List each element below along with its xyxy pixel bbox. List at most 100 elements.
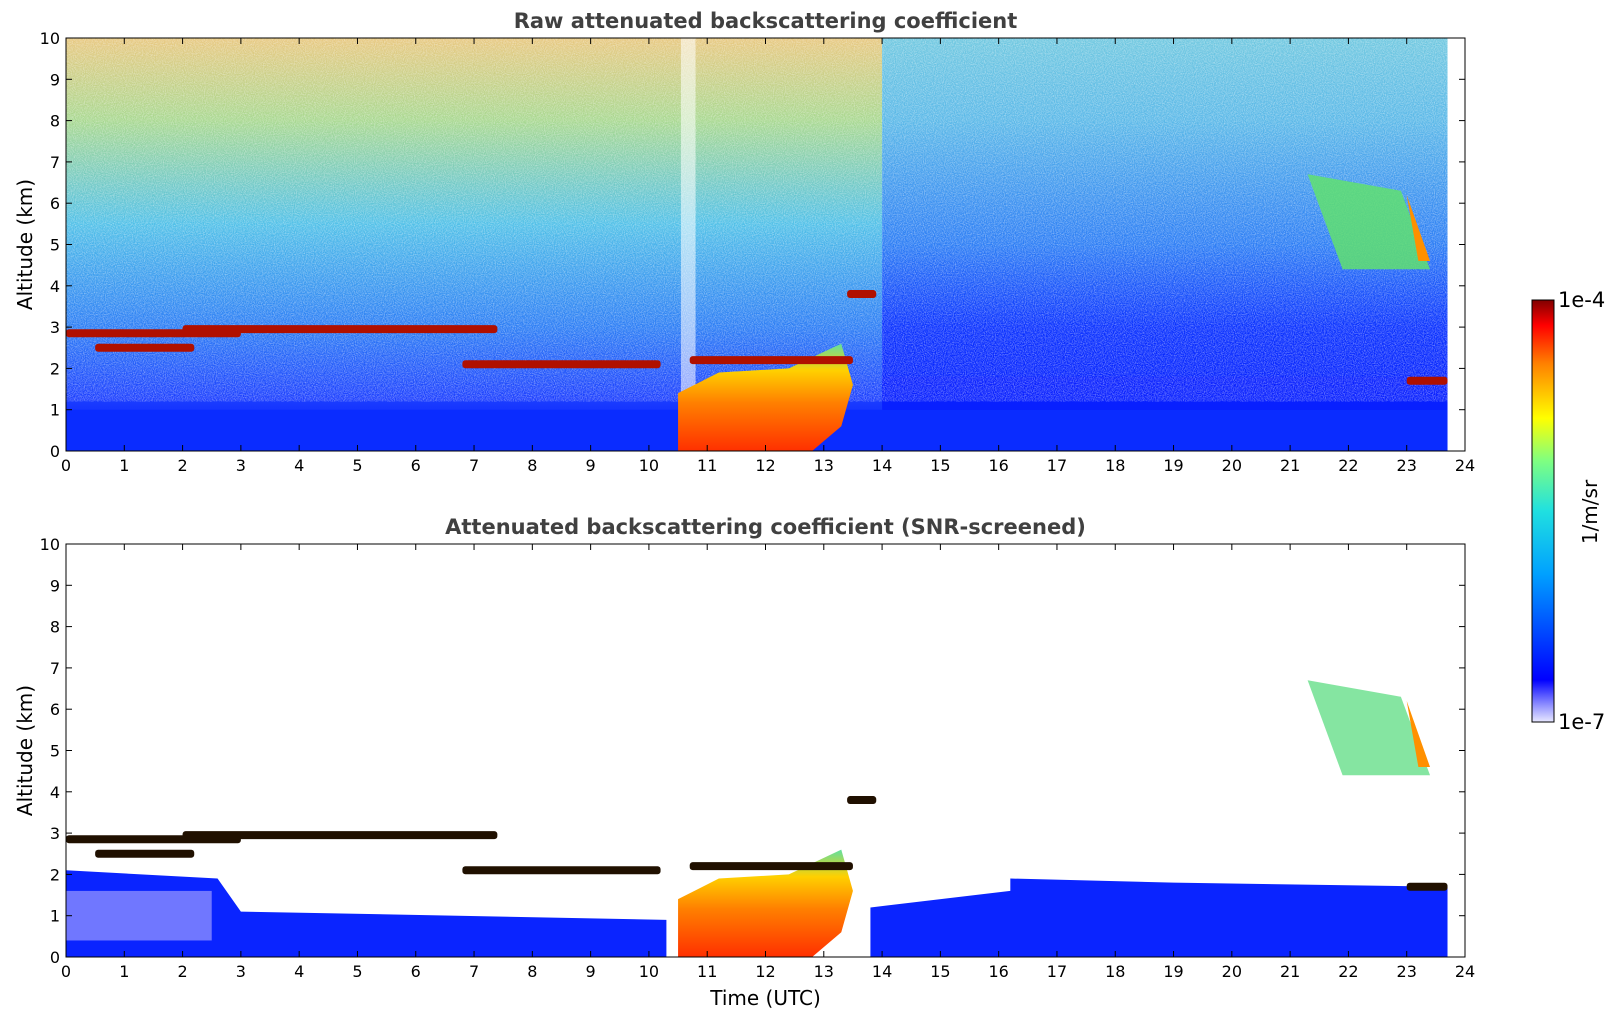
bottom-x-tick-label: 4 xyxy=(294,962,304,981)
bottom-x-tick-label: 14 xyxy=(872,962,892,981)
bottom-x-tick-label: 16 xyxy=(988,962,1008,981)
bottom-x-tick-label: 24 xyxy=(1455,962,1475,981)
colorbar-max-label: 1e-4 xyxy=(1558,288,1605,312)
bottom-x-tick-label: 22 xyxy=(1338,962,1358,981)
bottom-x-tick-label: 8 xyxy=(527,962,537,981)
bottom-cloud-layer-2 xyxy=(95,849,195,858)
bottom-y-tick-label: 6 xyxy=(50,700,60,719)
bottom-y-tick-label: 7 xyxy=(50,659,60,678)
bottom-y-tick-label: 9 xyxy=(50,576,60,595)
top-y-tick-label: 6 xyxy=(50,194,60,213)
bottom-morning-boundary-layer xyxy=(66,870,667,957)
top-y-axis-label: Altitude (km) xyxy=(13,179,37,310)
top-x-tick-label: 23 xyxy=(1397,456,1417,475)
bottom-y-tick-label: 3 xyxy=(50,824,60,843)
top-x-tick-label: 5 xyxy=(352,456,362,475)
top-y-tick-label: 7 xyxy=(50,153,60,172)
bottom-y-tick-label: 5 xyxy=(50,742,60,761)
bottom-x-tick-label: 0 xyxy=(61,962,71,981)
bottom-x-tick-label: 23 xyxy=(1397,962,1417,981)
bottom-x-tick-label: 10 xyxy=(639,962,659,981)
top-y-tick-label: 9 xyxy=(50,70,60,89)
bottom-y-tick-label: 8 xyxy=(50,618,60,637)
top-y-tick-label: 3 xyxy=(50,318,60,337)
top-y-tick-label: 0 xyxy=(50,442,60,461)
top-x-tick-label: 6 xyxy=(411,456,421,475)
bottom-cloud-layer-3 xyxy=(462,866,661,875)
top-x-tick-label: 17 xyxy=(1047,456,1067,475)
top-cloud-layer-4 xyxy=(689,356,853,365)
bottom-x-tick-label: 11 xyxy=(697,962,717,981)
top-y-tick-label: 5 xyxy=(50,236,60,255)
bottom-x-tick-label: 2 xyxy=(177,962,187,981)
top-x-tick-label: 21 xyxy=(1280,456,1300,475)
bottom-x-tick-label: 1 xyxy=(119,962,129,981)
top-cloud-layer-2 xyxy=(95,343,195,352)
bottom-cirrus-streak xyxy=(1406,700,1431,768)
top-x-tick-label: 20 xyxy=(1222,456,1242,475)
top-cirrus-streak xyxy=(1406,194,1431,262)
top-x-tick-label: 24 xyxy=(1455,456,1475,475)
top-convective-plume xyxy=(678,343,853,451)
top-x-tick-label: 4 xyxy=(294,456,304,475)
bottom-x-tick-label: 21 xyxy=(1280,962,1300,981)
top-x-tick-label: 11 xyxy=(697,456,717,475)
bottom-y-tick-label: 10 xyxy=(40,535,60,554)
bottom-cloud-layer-5 xyxy=(847,796,877,805)
top-x-tick-label: 10 xyxy=(639,456,659,475)
top-cloud-layer-5 xyxy=(847,290,877,299)
top-heatmap-field xyxy=(66,38,1448,451)
bottom-y-axis-label: Altitude (km) xyxy=(13,685,37,816)
colorbar-unit-label: 1/m/sr xyxy=(1578,479,1602,544)
bottom-cloud-layer-7 xyxy=(1406,882,1448,891)
bottom-x-axis-label: Time (UTC) xyxy=(709,986,821,1010)
top-x-tick-label: 13 xyxy=(814,456,834,475)
top-y-tick-label: 10 xyxy=(40,29,60,48)
bottom-low-signal-region xyxy=(66,890,212,941)
top-x-tick-label: 15 xyxy=(930,456,950,475)
bottom-evening-boundary-layer xyxy=(870,878,1448,957)
bottom-heatmap-field xyxy=(66,680,1448,957)
top-cloud-layer-1 xyxy=(182,325,498,334)
top-chart-title: Raw attenuated backscattering coefficien… xyxy=(514,9,1018,33)
bottom-y-tick-label: 2 xyxy=(50,865,60,884)
top-y-tick-label: 8 xyxy=(50,112,60,131)
top-x-tick-label: 1 xyxy=(119,456,129,475)
bottom-y-tick-label: 1 xyxy=(50,907,60,926)
top-cloud-layer-3 xyxy=(462,360,661,369)
raw-backscatter-panel: Raw attenuated backscattering coefficien… xyxy=(13,9,1475,475)
top-x-tick-label: 8 xyxy=(527,456,537,475)
top-x-tick-label: 14 xyxy=(872,456,892,475)
bottom-x-tick-label: 5 xyxy=(352,962,362,981)
bottom-x-tick-label: 19 xyxy=(1163,962,1183,981)
bottom-cirrus-layer xyxy=(1307,680,1431,776)
bottom-x-tick-label: 6 xyxy=(411,962,421,981)
bottom-x-tick-label: 18 xyxy=(1105,962,1125,981)
top-x-tick-label: 9 xyxy=(586,456,596,475)
colorbar-min-label: 1e-7 xyxy=(1558,710,1605,734)
bottom-cloud-layer-4 xyxy=(689,862,853,871)
bottom-cloud-layer-1 xyxy=(182,831,498,840)
top-y-tick-label: 1 xyxy=(50,401,60,420)
bottom-x-tick-label: 20 xyxy=(1222,962,1242,981)
bottom-convective-plume xyxy=(678,849,853,957)
top-x-tick-label: 16 xyxy=(988,456,1008,475)
bottom-x-tick-label: 13 xyxy=(814,962,834,981)
colorbar-gradient xyxy=(1531,299,1555,723)
top-y-tick-label: 4 xyxy=(50,277,60,296)
bottom-x-tick-label: 3 xyxy=(236,962,246,981)
top-x-tick-label: 7 xyxy=(469,456,479,475)
bottom-x-tick-label: 15 xyxy=(930,962,950,981)
top-noise-overlay xyxy=(66,38,1448,402)
top-cloud-layer-7 xyxy=(1406,376,1448,385)
top-x-tick-label: 3 xyxy=(236,456,246,475)
top-cirrus-layer xyxy=(1307,174,1431,270)
top-x-tick-label: 0 xyxy=(61,456,71,475)
bottom-x-tick-label: 9 xyxy=(586,962,596,981)
top-y-tick-label: 2 xyxy=(50,359,60,378)
top-x-tick-label: 19 xyxy=(1163,456,1183,475)
top-x-tick-label: 2 xyxy=(177,456,187,475)
snr-screened-backscatter-panel: Attenuated backscattering coefficient (S… xyxy=(13,515,1475,1010)
top-x-tick-label: 18 xyxy=(1105,456,1125,475)
